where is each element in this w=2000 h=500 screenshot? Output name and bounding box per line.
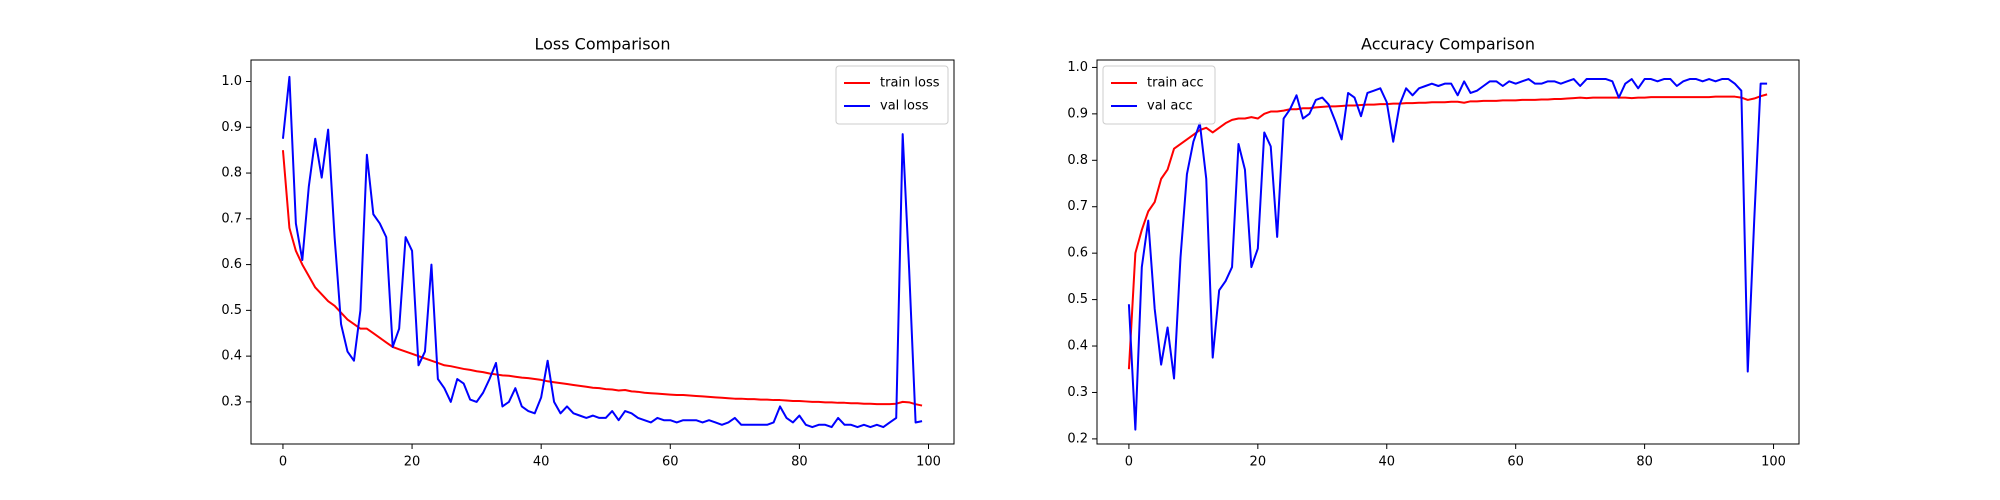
legend-box	[835, 65, 949, 125]
chart-title: Loss Comparison	[535, 35, 671, 54]
legend-box	[1102, 65, 1216, 125]
legend-label: val loss	[880, 99, 929, 114]
x-tick-label: 60	[1507, 455, 1524, 470]
legend-label: train loss	[880, 76, 940, 91]
y-tick-label: 0.7	[1067, 199, 1088, 214]
x-tick-label: 40	[533, 455, 550, 470]
y-tick-label: 1.0	[1067, 60, 1088, 75]
y-tick-label: 0.3	[1067, 385, 1088, 400]
x-tick-label: 80	[791, 455, 808, 470]
y-tick-label: 0.2	[1067, 431, 1088, 446]
y-tick-label: 0.9	[1067, 106, 1088, 121]
y-tick-label: 0.7	[221, 211, 242, 226]
y-tick-label: 0.6	[1067, 246, 1088, 261]
y-tick-label: 0.4	[221, 349, 242, 364]
x-tick-label: 80	[1636, 455, 1653, 470]
legend-label: val acc	[1147, 99, 1193, 114]
x-tick-label: 100	[1761, 455, 1786, 470]
x-tick-label: 0	[1125, 455, 1133, 470]
series-line	[1127, 78, 1768, 431]
x-tick-label: 60	[662, 455, 679, 470]
y-tick-label: 0.8	[221, 166, 242, 181]
y-tick-label: 0.8	[1067, 153, 1088, 168]
chart-title: Accuracy Comparison	[1361, 35, 1535, 54]
y-tick-label: 0.5	[1067, 292, 1088, 307]
legend: train loss val loss	[835, 65, 949, 125]
y-tick-label: 0.5	[221, 303, 242, 318]
axes-frame	[250, 59, 955, 445]
y-tick-label: 0.4	[1067, 339, 1088, 354]
y-tick-label: 0.9	[221, 120, 242, 135]
x-tick-label: 100	[916, 455, 941, 470]
legend-label: train acc	[1147, 76, 1204, 91]
series-line	[1127, 93, 1768, 370]
y-tick-label: 0.3	[221, 394, 242, 409]
x-tick-label: 0	[279, 455, 287, 470]
x-tick-label: 40	[1378, 455, 1395, 470]
y-tick-label: 0.6	[221, 257, 242, 272]
series-line	[281, 75, 923, 429]
x-tick-label: 20	[404, 455, 421, 470]
y-tick-label: 1.0	[221, 74, 242, 89]
legend: train acc val acc	[1102, 65, 1216, 125]
axes-frame	[1096, 59, 1800, 445]
x-tick-label: 20	[1250, 455, 1267, 470]
series-line	[281, 150, 923, 407]
